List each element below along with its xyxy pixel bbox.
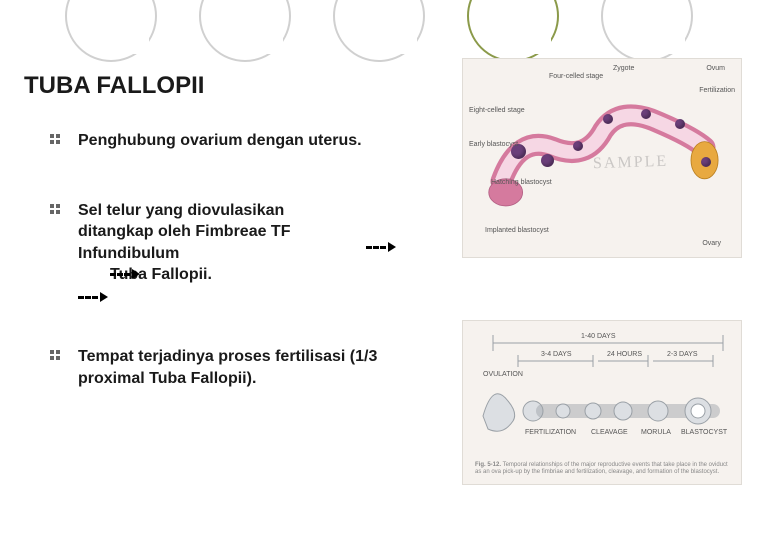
bullet-icon bbox=[50, 134, 60, 144]
figure-timeline-diagram: 1-40 DAYS 3-4 DAYS 24 HOURS 2-3 DAYS OVU… bbox=[462, 320, 742, 485]
item-text: Penghubung ovarium dengan uterus. bbox=[78, 130, 362, 152]
page-title: TUBA FALLOPII bbox=[24, 72, 204, 100]
header-circles bbox=[65, 0, 693, 62]
circle-decoration bbox=[199, 0, 291, 62]
caption-prefix: Fig. 5-12. bbox=[475, 462, 501, 468]
figure-label: 1-40 DAYS bbox=[581, 333, 616, 340]
item-text: Sel telur yang diovulasikan ditangkap ol… bbox=[78, 200, 290, 286]
cell-dot bbox=[675, 119, 685, 129]
figure-label: Eight-celled stage bbox=[469, 107, 525, 114]
cell-dot bbox=[541, 154, 554, 167]
figure-label: 2-3 DAYS bbox=[667, 351, 698, 358]
figure-label: Implanted blastocyst bbox=[485, 227, 549, 234]
timeline-illustration bbox=[463, 321, 742, 485]
figure-label: Ovum bbox=[706, 65, 725, 72]
figure-label: Hatching blastocyst bbox=[491, 179, 552, 186]
figure-label: FERTILIZATION bbox=[525, 429, 576, 436]
cell-dot bbox=[701, 157, 711, 167]
arrow-icon bbox=[366, 242, 394, 252]
text-line: ditangkap oleh Fimbreae TF bbox=[78, 223, 290, 240]
circle-decoration bbox=[601, 0, 693, 62]
text-sub: Tuba Fallopii. bbox=[110, 264, 290, 286]
list-item: Sel telur yang diovulasikan ditangkap ol… bbox=[50, 200, 430, 286]
item-text: Tempat terjadinya proses fertilisasi (1/… bbox=[78, 346, 430, 389]
bullet-icon bbox=[50, 350, 60, 360]
cell-dot bbox=[641, 109, 651, 119]
list-item: Penghubung ovarium dengan uterus. bbox=[50, 130, 430, 152]
watermark-text: SAMPLE bbox=[593, 153, 669, 174]
list-item: Tempat terjadinya proses fertilisasi (1/… bbox=[50, 346, 430, 389]
bullet-list: Penghubung ovarium dengan uterus. Sel te… bbox=[50, 130, 430, 437]
figure-fertilization-diagram: Ovum Fertilization Zygote Four-celled st… bbox=[462, 58, 742, 258]
figure-label: 24 HOURS bbox=[607, 351, 642, 358]
circle-decoration bbox=[333, 0, 425, 62]
figure-label: Four-celled stage bbox=[549, 73, 603, 80]
figure-label: Zygote bbox=[613, 65, 634, 72]
figure-caption: Fig. 5-12. Temporal relationships of the… bbox=[475, 462, 731, 476]
figure-label: BLASTOCYST bbox=[681, 429, 727, 436]
bullet-icon bbox=[50, 204, 60, 214]
cell-dot bbox=[573, 141, 583, 151]
cell-dot bbox=[603, 114, 613, 124]
figure-label: CLEAVAGE bbox=[591, 429, 628, 436]
figure-label: MORULA bbox=[641, 429, 671, 436]
figure-label: Ovary bbox=[702, 240, 721, 247]
figure-label: OVULATION bbox=[483, 371, 523, 378]
text-line: Infundibulum bbox=[78, 245, 179, 262]
figure-label: Fertilization bbox=[699, 87, 735, 94]
circle-decoration bbox=[65, 0, 157, 62]
text-line: Sel telur yang diovulasikan bbox=[78, 202, 284, 219]
arrow-icon bbox=[110, 269, 138, 279]
circle-decoration-accent bbox=[467, 0, 559, 62]
figure-label: 3-4 DAYS bbox=[541, 351, 572, 358]
figure-label: Early blastocyst bbox=[469, 141, 518, 148]
arrow-icon bbox=[78, 292, 106, 302]
